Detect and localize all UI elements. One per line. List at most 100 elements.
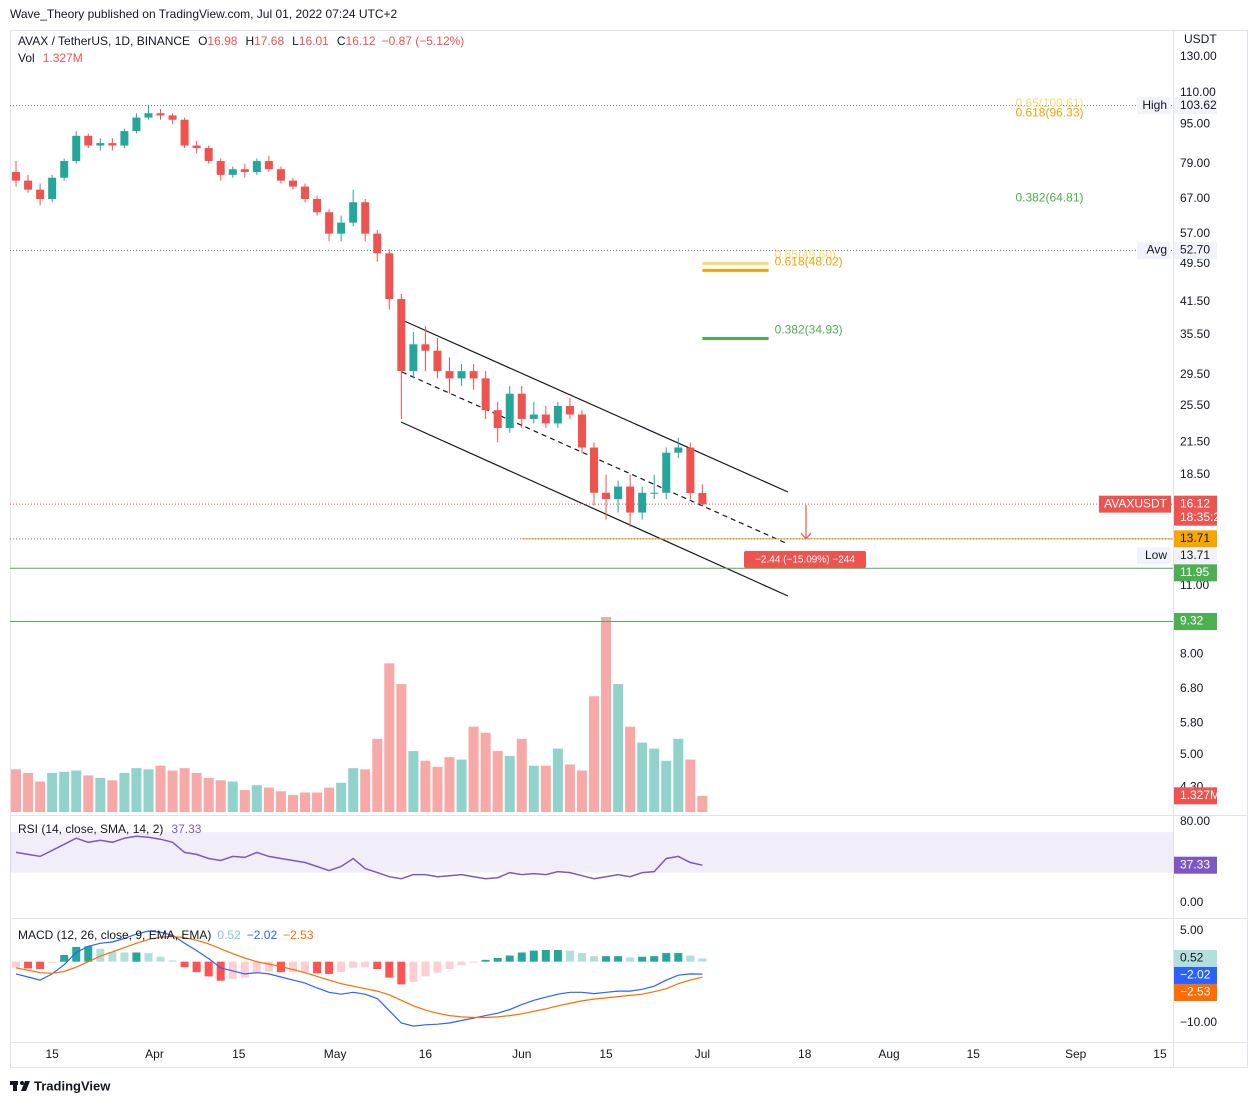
volume-bar	[312, 792, 323, 812]
candle-body	[120, 131, 129, 146]
price-tag-label: 13.71	[1180, 548, 1210, 562]
price-tag-box	[1174, 787, 1217, 805]
volume-bar	[576, 770, 587, 812]
macd-hist-bar	[132, 952, 141, 962]
volume-bar	[697, 795, 708, 812]
macd-hist-bar	[529, 950, 538, 962]
measure-arrow	[800, 505, 812, 540]
macd-hist-bar	[240, 961, 249, 978]
y-tick-label: 6.80	[1180, 681, 1204, 695]
y-tick-label: 130.00	[1180, 49, 1217, 63]
candle-body	[337, 222, 346, 234]
candle-body	[192, 145, 201, 149]
macd-hist-bar	[264, 961, 273, 972]
volume-bar	[661, 760, 672, 812]
volume-bar	[215, 780, 226, 812]
candle-body	[156, 113, 165, 116]
price-tag-box	[1174, 530, 1217, 548]
candle-body	[698, 493, 707, 505]
rsi-legend: RSI (14, close, SMA, 14, 2) 37.33	[18, 822, 202, 836]
volume-bar	[552, 748, 563, 812]
candle-body	[240, 169, 249, 173]
level-name: Low	[1145, 548, 1167, 562]
candle-body	[96, 143, 105, 146]
x-tick-label: 15	[232, 1047, 246, 1061]
legend-value: 17.68	[254, 34, 284, 48]
candle-body	[577, 414, 586, 448]
logo-part	[13, 1081, 17, 1091]
x-tick-label: Aug	[878, 1047, 899, 1061]
candle-body	[276, 169, 285, 181]
volume-bar	[47, 773, 58, 812]
price-tag-label: 13.71	[1180, 531, 1210, 545]
candle-body	[385, 253, 394, 300]
tv-logo	[10, 1081, 30, 1091]
volume-bar	[492, 751, 503, 812]
candle-body	[638, 492, 647, 513]
x-tick-label: 16	[419, 1047, 433, 1061]
candle-body	[204, 148, 213, 162]
price-tag-label: 11.95	[1180, 565, 1209, 579]
macd-tick-label: −10.00	[1180, 1015, 1217, 1029]
macd-hist-bar	[505, 955, 514, 962]
volume-bar	[480, 732, 491, 812]
macd-hist-bar	[481, 959, 490, 962]
volume-bar	[107, 780, 118, 812]
price-tag-box	[1174, 856, 1217, 874]
y-tick-label: 21.50	[1180, 435, 1210, 449]
legend-value: 16.01	[299, 34, 329, 48]
volume-bar	[143, 769, 154, 812]
candle-body	[626, 486, 635, 513]
volume-bar	[251, 785, 262, 812]
candle-body	[517, 393, 526, 419]
legend-key: L	[292, 34, 299, 48]
macd-hist-bar	[120, 952, 129, 962]
volume-bar	[155, 765, 166, 812]
legend-value: 16.98	[207, 34, 237, 48]
candle-body	[650, 492, 659, 494]
candle-body	[301, 186, 310, 200]
candle-body	[529, 414, 538, 419]
volume-bar	[131, 768, 142, 812]
legend-change: −0.87 (−5.12%)	[382, 34, 465, 48]
candle-body	[349, 202, 358, 223]
macd-legend-value: −2.02	[247, 928, 278, 942]
macd-hist-bar	[204, 961, 213, 977]
price-tag-label: −2.02	[1180, 968, 1211, 982]
volume-bar	[540, 765, 551, 812]
macd-hist-bar	[698, 958, 707, 962]
macd-hist-bar	[313, 961, 322, 974]
volume-bar	[456, 759, 467, 812]
candle-body	[481, 378, 490, 411]
price-tag-label: 9.32	[1180, 614, 1204, 628]
price-tag-box	[1174, 949, 1217, 967]
rsi-line	[15, 835, 703, 880]
fib-label: 0.382(64.81)	[1015, 190, 1083, 204]
signal-line	[15, 935, 703, 1019]
macd-legend-name: MACD (12, 26, close, 9, EMA, EMA)	[18, 928, 211, 942]
macd-legend-value: 0.52	[217, 928, 241, 942]
candle-body	[168, 115, 177, 120]
macd-hist-bar	[421, 961, 430, 977]
level-name-box	[1099, 495, 1171, 513]
candle-body	[421, 344, 430, 351]
frame	[10, 30, 1248, 1068]
legend-symbol: AVAX / TetherUS, 1D, BINANCE	[18, 34, 190, 48]
candle-body	[397, 299, 406, 372]
volume-bar	[420, 760, 431, 812]
price-tag-box	[1174, 241, 1217, 259]
macd-hist-bar	[445, 961, 454, 970]
price-tag-label: 52.70	[1180, 243, 1210, 257]
legend-key: H	[245, 34, 254, 48]
candle-body	[373, 233, 382, 254]
macd-hist-bar	[662, 953, 671, 962]
y-tick-label: 5.80	[1180, 715, 1204, 729]
macd-hist-bar	[626, 957, 635, 962]
macd-hist-bar	[36, 961, 45, 970]
x-tick-label: Jun	[512, 1047, 531, 1061]
y-tick-label: 79.00	[1180, 156, 1210, 170]
currency-label: USDT	[1184, 32, 1217, 46]
volume-bar	[685, 759, 696, 812]
legend-key: O	[198, 34, 207, 48]
